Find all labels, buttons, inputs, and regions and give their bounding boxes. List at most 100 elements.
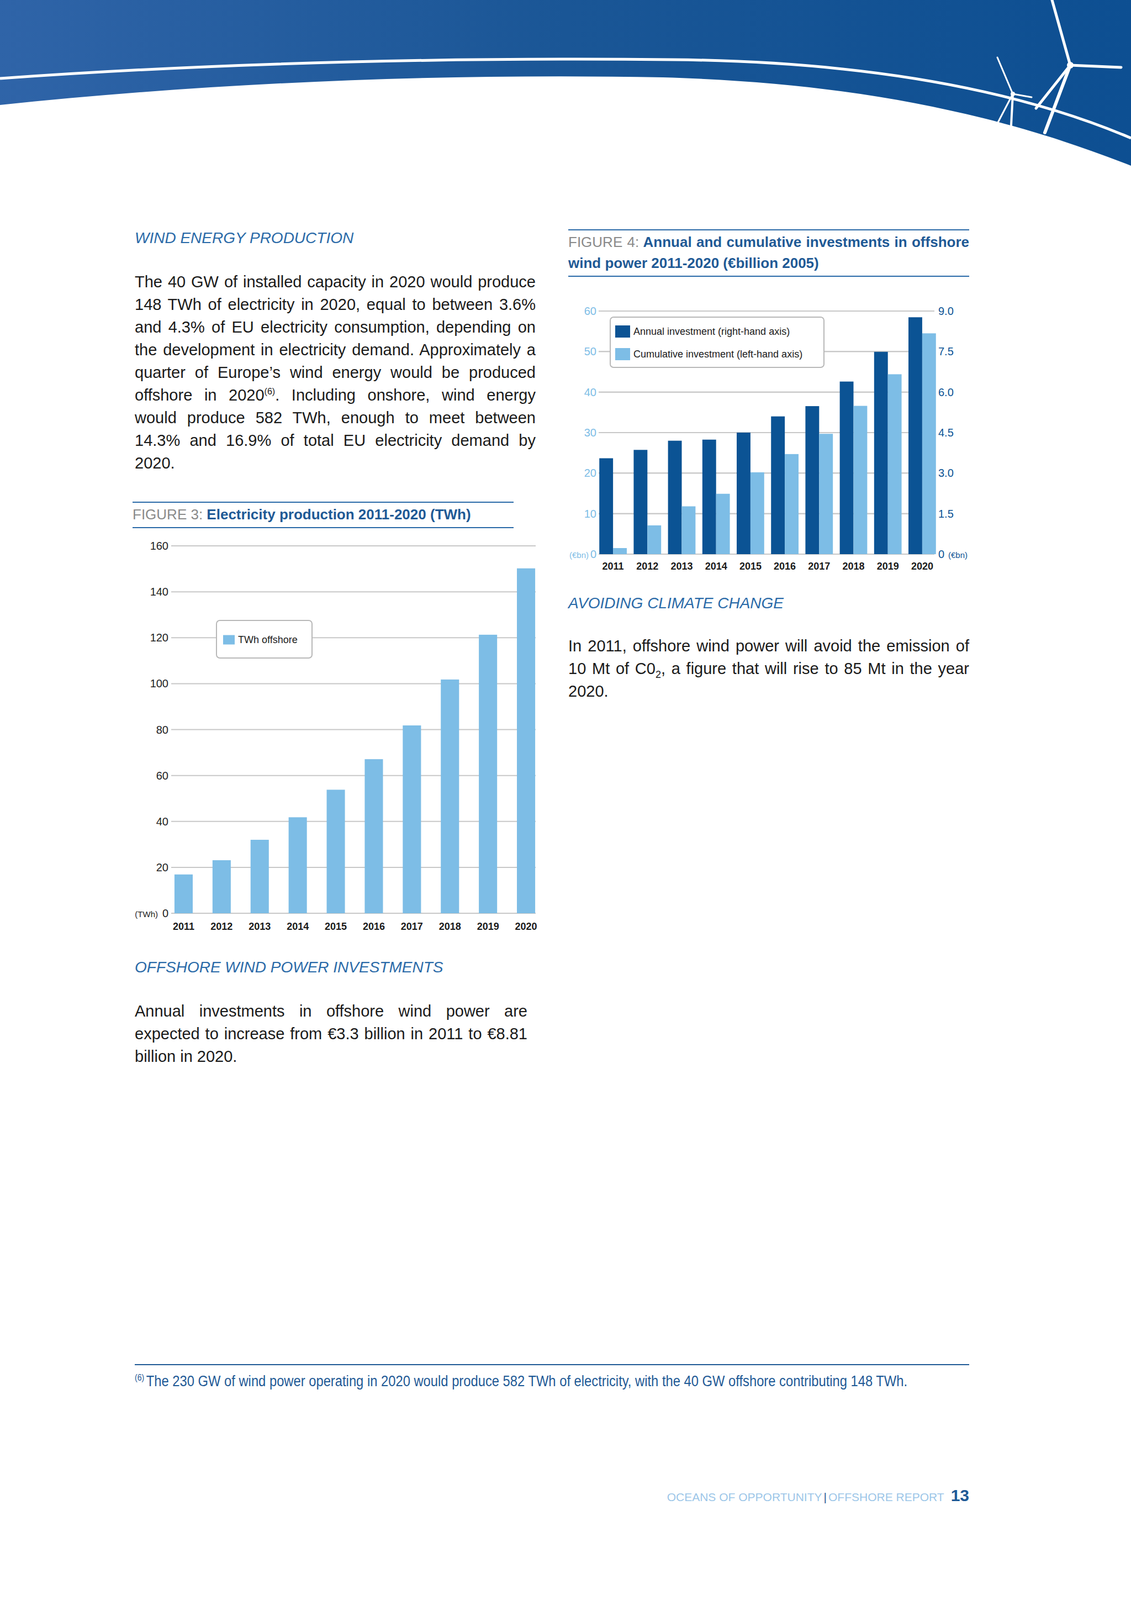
category-label: 2011 xyxy=(602,560,625,572)
bar xyxy=(364,758,383,913)
bar xyxy=(818,433,833,554)
bar xyxy=(440,679,459,913)
bar xyxy=(682,505,696,554)
paragraph: The 40 GW of installed capacity in 2020 … xyxy=(134,270,536,475)
tick-label: 20 xyxy=(156,860,169,874)
tick-label: 4.5 xyxy=(938,426,954,439)
tick-label: 0 xyxy=(162,906,169,919)
footnote-mark: (6) xyxy=(134,1372,145,1382)
bar xyxy=(716,493,731,554)
category-label: 2016 xyxy=(362,920,385,932)
footnote: (6)The 230 GW of wind power operating in… xyxy=(134,1363,970,1390)
category-label: 2019 xyxy=(876,560,900,572)
category-label: 2015 xyxy=(324,920,347,932)
category-label: 2020 xyxy=(911,560,934,572)
bar xyxy=(478,634,498,913)
bar xyxy=(288,816,308,913)
tick-label: 0 xyxy=(590,547,597,560)
bar xyxy=(874,351,889,554)
category-label: 2011 xyxy=(172,920,195,932)
tick-label: 0 xyxy=(938,547,945,560)
axes: 0102030405060(€bn)01.53.04.56.07.59.0(€b… xyxy=(569,304,968,560)
axis-label: (€bn) xyxy=(569,550,589,560)
category-label: 2016 xyxy=(773,560,796,572)
chart: 0102030405060(€bn)01.53.04.56.07.59.0(€b… xyxy=(569,304,968,572)
header-curve xyxy=(0,59,1131,139)
legend-label: Cumulative investment (left-hand axis) xyxy=(633,348,803,360)
tick-label: 40 xyxy=(584,386,597,399)
bar xyxy=(250,839,269,913)
grid-line xyxy=(598,310,935,312)
axes: 020406080100120140160(TWh) xyxy=(134,539,536,919)
tick-label: 140 xyxy=(150,585,169,598)
tick-label: 160 xyxy=(150,539,169,552)
bar xyxy=(750,472,765,554)
tick-label: 20 xyxy=(584,466,597,479)
turbine-tower xyxy=(1044,65,1071,133)
footer: OCEANS OF OPPORTUNITY|OFFSHORE REPORT13 xyxy=(667,1485,970,1505)
figure-number: FIGURE 4: xyxy=(568,233,639,251)
bar xyxy=(888,373,902,554)
category-label: 2014 xyxy=(286,920,309,932)
tick-label: 50 xyxy=(584,345,597,358)
bars xyxy=(599,316,937,554)
turbine-hub xyxy=(1010,91,1016,97)
section-heading: WIND ENERGY PRODUCTION xyxy=(134,229,354,247)
bar xyxy=(326,789,346,913)
bar xyxy=(212,859,231,913)
grid-line xyxy=(171,545,536,547)
legend-swatch xyxy=(615,347,631,361)
bar xyxy=(668,440,683,554)
axis-label: (€bn) xyxy=(948,550,968,560)
tick-label: 7.5 xyxy=(938,345,954,358)
turbines xyxy=(994,0,1122,136)
bar xyxy=(922,333,937,554)
category-label: 2013 xyxy=(248,920,271,932)
category-label: 2012 xyxy=(636,560,659,572)
page: 020406080100120140160(TWh)20112012201320… xyxy=(0,0,1131,1600)
section-heading: AVOIDING CLIMATE CHANGE xyxy=(568,594,784,612)
header-banner xyxy=(0,0,1131,166)
turbine-blade xyxy=(1070,65,1122,68)
turbine-blade xyxy=(997,57,1013,94)
grid-line xyxy=(171,590,536,593)
tick-label: 80 xyxy=(156,723,169,736)
footnote-ref: (6) xyxy=(264,386,276,396)
tick-label: 9.0 xyxy=(938,304,954,317)
bar xyxy=(770,416,785,554)
bar xyxy=(633,449,648,554)
x-axis-labels: 2011201220132014201520162017201820192020 xyxy=(172,920,538,932)
legend: TWh offshore xyxy=(216,620,313,658)
category-label: 2018 xyxy=(439,920,462,932)
footnote-text: The 230 GW of wind power operating in 20… xyxy=(146,1372,908,1389)
legend-swatch xyxy=(223,635,235,645)
tick-label: 6.0 xyxy=(938,386,954,399)
category-label: 2013 xyxy=(670,560,693,572)
category-label: 2012 xyxy=(210,920,233,932)
tick-label: 1.5 xyxy=(938,507,954,520)
bar xyxy=(784,453,799,554)
paragraph: In 2011, offshore wind power will avoid … xyxy=(568,634,970,703)
turbine-hub xyxy=(1066,61,1074,69)
tick-label: 40 xyxy=(156,815,169,828)
figure-caption: Electricity production 2011-2020 (TWh) xyxy=(202,505,471,523)
bar xyxy=(612,547,627,554)
bar xyxy=(174,874,193,913)
category-label: 2020 xyxy=(515,920,538,932)
bar xyxy=(599,457,613,554)
paragraph: Annual investments in offshore wind powe… xyxy=(134,999,528,1068)
turbine-tower xyxy=(1010,93,1013,136)
x-axis-labels: 2011201220132014201520162017201820192020 xyxy=(602,560,934,572)
legend: Annual investment (right-hand axis) Cumul… xyxy=(610,316,824,368)
turbine-blade xyxy=(1036,65,1071,109)
legend-label: Annual investment (right-hand axis) xyxy=(633,325,790,337)
legend-swatch xyxy=(615,325,631,338)
legend-box xyxy=(610,316,824,368)
turbine-blade xyxy=(994,93,1013,130)
bar xyxy=(647,525,662,554)
footer-report: OFFSHORE REPORT xyxy=(828,1489,945,1503)
header-band xyxy=(0,0,1131,166)
tick-label: 10 xyxy=(584,507,597,520)
category-label: 2018 xyxy=(842,560,865,572)
category-label: 2019 xyxy=(477,920,500,932)
